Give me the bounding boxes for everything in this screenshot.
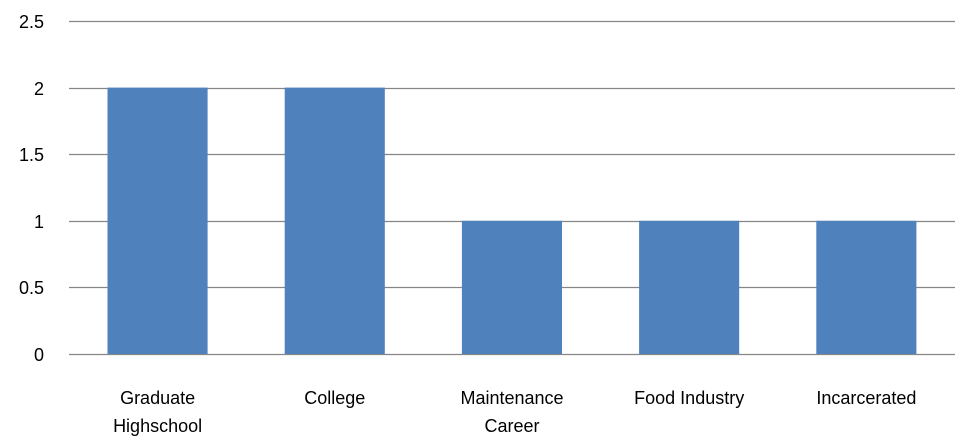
- bar: [461, 220, 562, 354]
- y-tick-label: 1: [34, 212, 44, 232]
- bar: [284, 87, 385, 354]
- y-axis-tick-labels: 0 0.5 1 1.5 2 2.5: [19, 12, 44, 365]
- x-axis-category-labels: Graduate Highschool College Maintenance Care…: [113, 388, 916, 436]
- x-category-label: Career: [484, 416, 539, 436]
- y-tick-label: 0.5: [19, 278, 44, 298]
- y-tick-label: 2: [34, 79, 44, 99]
- bar: [639, 220, 740, 354]
- x-category-label: Graduate: [120, 388, 195, 408]
- bar: [107, 87, 208, 354]
- y-tick-label: 0: [34, 345, 44, 365]
- y-tick-label: 2.5: [19, 12, 44, 32]
- x-category-label: Incarcerated: [816, 388, 916, 408]
- bar: [816, 220, 917, 354]
- x-category-label: College: [304, 388, 365, 408]
- bars: [107, 87, 917, 354]
- y-tick-label: 1.5: [19, 145, 44, 165]
- x-category-label: Food Industry: [634, 388, 744, 408]
- x-category-label: Maintenance: [460, 388, 563, 408]
- x-category-label: Highschool: [113, 416, 202, 436]
